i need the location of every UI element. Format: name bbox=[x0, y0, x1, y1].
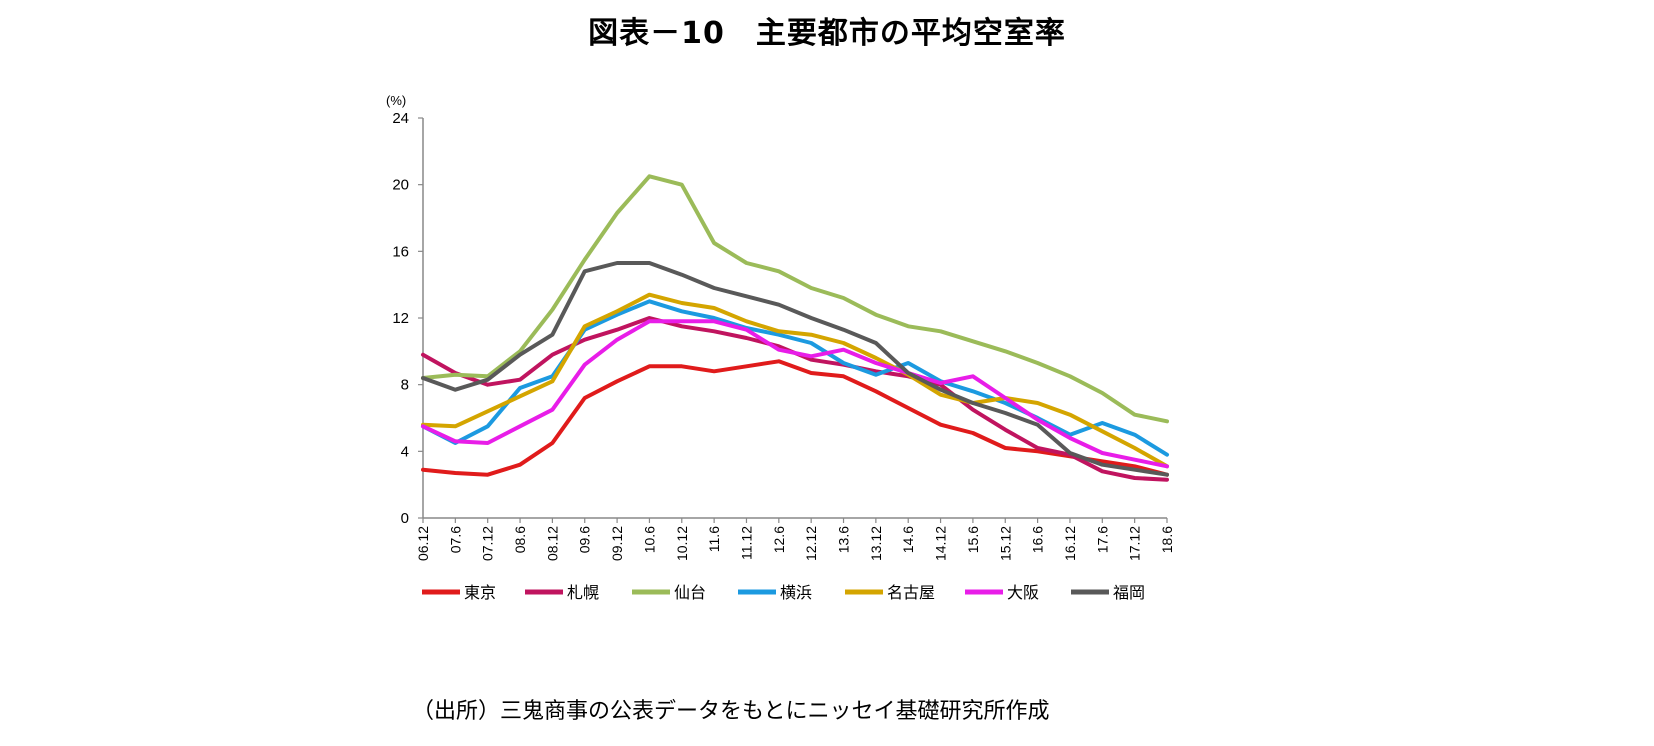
x-tick-label: 07.12 bbox=[480, 526, 496, 561]
x-tick-label: 09.6 bbox=[577, 526, 593, 553]
x-axis: 06.12 07.6 07.12 08.6 08.12 09.6 09.12 10.6 10.1… bbox=[415, 517, 1175, 561]
chart-title: 図表－10 主要都市の平均空室率 bbox=[588, 16, 1066, 51]
x-tick-label: 07.6 bbox=[447, 526, 463, 553]
x-tick-label: 16.6 bbox=[1030, 526, 1046, 553]
legend-label: 大阪 bbox=[1007, 583, 1039, 602]
legend-label: 東京 bbox=[464, 583, 496, 602]
y-tick-label: 20 bbox=[392, 177, 409, 194]
x-tick-label: 10.6 bbox=[641, 526, 657, 553]
y-tick-label: 16 bbox=[392, 243, 409, 260]
series-line-5 bbox=[421, 319, 1169, 469]
y-tick-label: 4 bbox=[401, 443, 409, 460]
x-tick-label: 11.12 bbox=[738, 526, 754, 560]
y-axis: 0 4 8 12 16 20 24 bbox=[392, 110, 424, 527]
y-axis-unit: (%) bbox=[386, 93, 406, 108]
legend: 東京 札幌 仙台 横浜 名古屋 大阪 福岡 bbox=[422, 583, 1145, 602]
x-tick-label: 08.6 bbox=[512, 526, 528, 553]
legend-label: 福岡 bbox=[1113, 583, 1145, 602]
x-tick-label: 14.6 bbox=[900, 526, 916, 553]
series-line-0 bbox=[421, 359, 1169, 477]
x-tick-label: 13.6 bbox=[836, 526, 852, 553]
legend-label: 仙台 bbox=[674, 583, 706, 602]
x-tick-label: 16.12 bbox=[1062, 526, 1078, 561]
source-note: （出所）三鬼商事の公表データをもとにニッセイ基礎研究所作成 bbox=[412, 699, 1050, 724]
x-tick-label: 17.12 bbox=[1127, 526, 1143, 561]
y-tick-label: 0 bbox=[401, 510, 409, 527]
x-tick-label: 14.12 bbox=[933, 526, 949, 561]
x-tick-label: 06.12 bbox=[415, 526, 431, 561]
series-line-6 bbox=[421, 261, 1169, 477]
x-tick-label: 08.12 bbox=[544, 526, 560, 561]
x-tick-label: 12.6 bbox=[771, 526, 787, 553]
x-tick-label: 15.12 bbox=[997, 526, 1013, 561]
x-tick-label: 18.6 bbox=[1159, 526, 1175, 553]
x-tick-label: 10.12 bbox=[674, 526, 690, 561]
legend-label: 札幌 bbox=[567, 583, 599, 602]
x-tick-label: 09.12 bbox=[609, 526, 625, 561]
legend-label: 名古屋 bbox=[887, 583, 935, 602]
series-line-2 bbox=[421, 174, 1169, 424]
y-tick-label: 8 bbox=[401, 377, 409, 394]
y-tick-label: 24 bbox=[392, 110, 409, 127]
y-tick-label: 12 bbox=[392, 310, 409, 327]
x-tick-label: 15.6 bbox=[965, 526, 981, 553]
x-tick-label: 12.12 bbox=[803, 526, 819, 561]
legend-label: 横浜 bbox=[780, 583, 812, 602]
x-tick-label: 13.12 bbox=[868, 526, 884, 561]
x-tick-label: 17.6 bbox=[1094, 526, 1110, 553]
series-lines bbox=[421, 174, 1169, 482]
x-tick-label: 11.6 bbox=[706, 526, 722, 552]
series-line-4 bbox=[421, 292, 1169, 469]
